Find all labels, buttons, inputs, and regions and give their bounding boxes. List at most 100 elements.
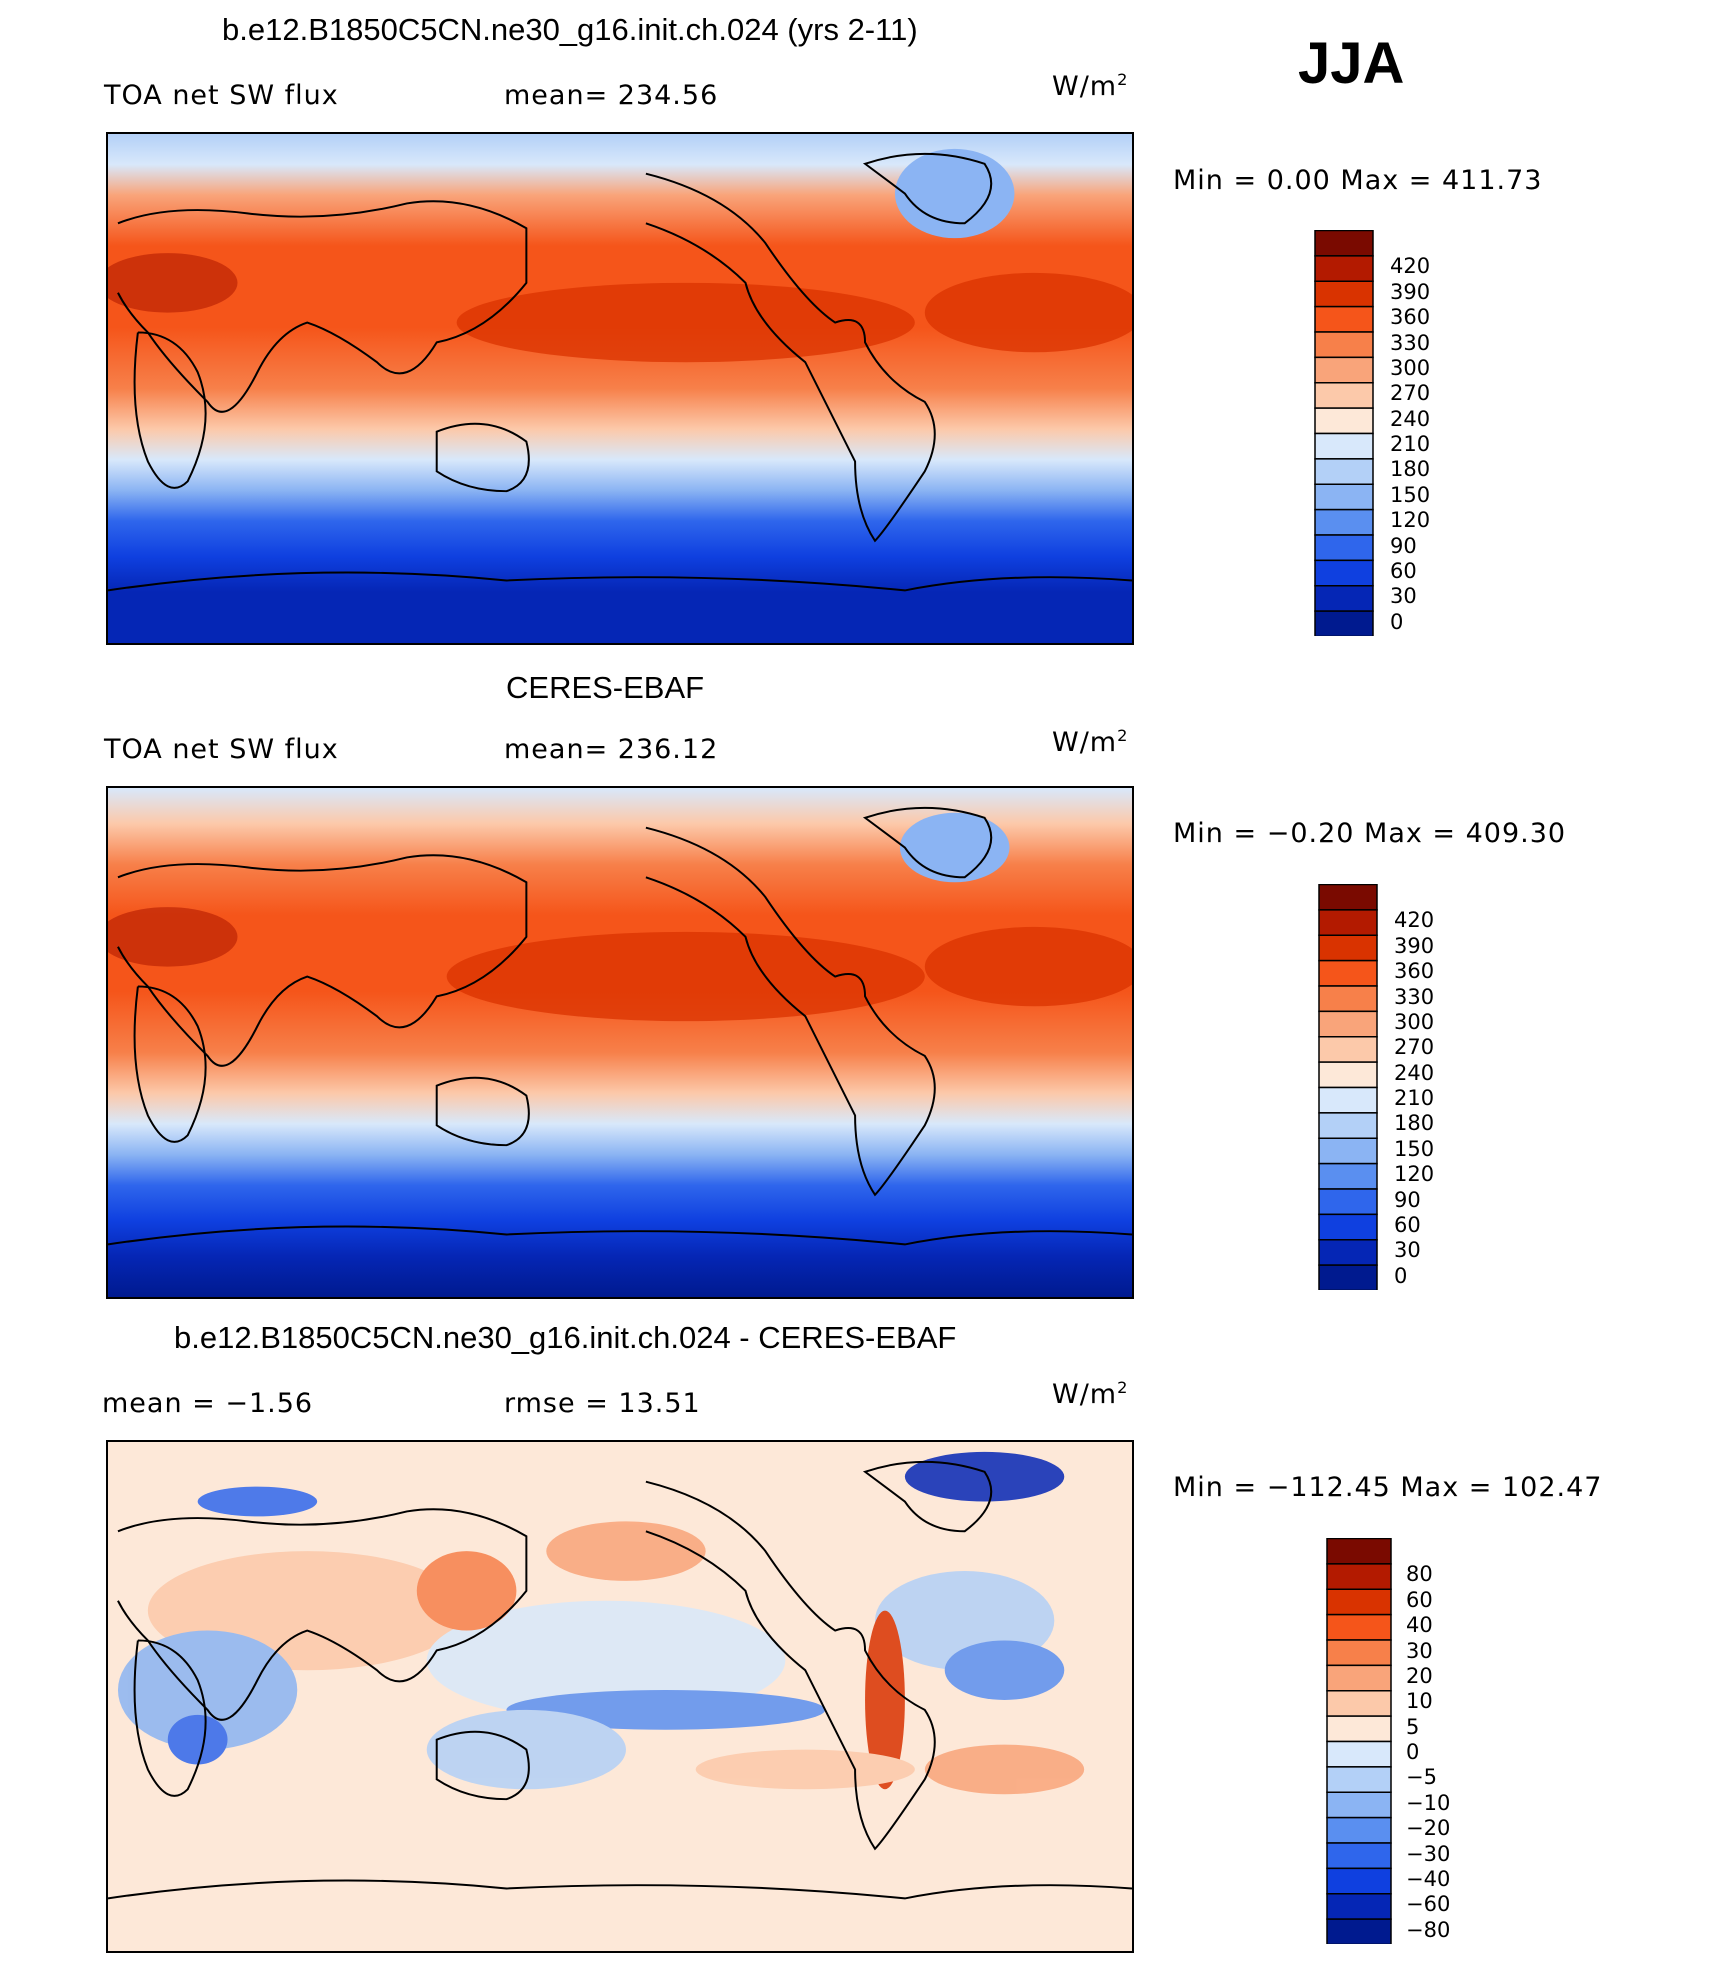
colorbar-swatch	[1326, 1613, 1392, 1641]
colorbar-tick-label: 90	[1394, 1187, 1421, 1212]
colorbar-swatch	[1326, 1893, 1392, 1920]
colorbar-swatch	[1318, 985, 1378, 1013]
colorbar-swatch	[1314, 508, 1374, 536]
colorbar-swatch	[1314, 610, 1374, 638]
colorbar-swatch	[1326, 1816, 1392, 1844]
colorbar-tick-label: 60	[1406, 1587, 1433, 1612]
panel3-units: W/m2	[1052, 1378, 1129, 1410]
panel2-variable-label: TOA net SW flux	[104, 734, 339, 765]
colorbar-swatch	[1318, 934, 1378, 962]
colorbar-tick-label: 30	[1406, 1638, 1433, 1663]
colorbar-tick-label: 240	[1394, 1060, 1435, 1085]
colorbar-swatch	[1314, 382, 1374, 409]
colorbar-swatch	[1318, 1112, 1378, 1139]
panel3-map-field	[108, 1442, 1132, 1951]
colorbar-swatch	[1326, 1690, 1392, 1717]
colorbar-swatch	[1314, 483, 1374, 511]
colorbar-swatch	[1314, 407, 1374, 435]
colorbar-swatch	[1326, 1867, 1392, 1895]
panel1-units: W/m2	[1052, 70, 1129, 102]
colorbar-swatch	[1314, 559, 1374, 587]
colorbar-tick-label: 240	[1390, 406, 1431, 431]
panel1-title: b.e12.B1850C5CN.ne30_g16.init.ch.024 (yr…	[222, 12, 918, 47]
colorbar-tick-label: 420	[1390, 254, 1431, 279]
panel3-rmse-label: rmse = 13.51	[504, 1388, 701, 1419]
colorbar-tick-label: 0	[1390, 609, 1404, 634]
colorbar-swatch	[1318, 1188, 1378, 1216]
colorbar-tick-label: 0	[1406, 1740, 1420, 1764]
colorbar-tick-label: 330	[1394, 984, 1435, 1009]
panel1-variable-label: TOA net SW flux	[104, 80, 339, 111]
colorbar-tick-label: 60	[1390, 558, 1417, 583]
colorbar-swatch	[1314, 585, 1374, 612]
colorbar-tick-label: 180	[1394, 1111, 1435, 1136]
colorbar-swatch	[1314, 534, 1374, 562]
panel3-colorbar-swatches	[1326, 1537, 1392, 1946]
colorbar-tick-label: 210	[1390, 432, 1431, 456]
colorbar-tick-label: −60	[1406, 1892, 1451, 1917]
colorbar-swatch	[1326, 1537, 1392, 1565]
panel2-map	[106, 786, 1134, 1299]
colorbar-tick-label: 390	[1394, 933, 1435, 958]
panel1-minmax: Min = 0.00 Max = 411.73	[1173, 165, 1543, 196]
colorbar-swatch	[1326, 1563, 1392, 1590]
colorbar-tick-label: −40	[1406, 1866, 1451, 1891]
colorbar-tick-label: 10	[1406, 1689, 1433, 1714]
colorbar-tick-label: 150	[1390, 482, 1431, 507]
colorbar-swatch	[1318, 1239, 1378, 1266]
colorbar-tick-label: −30	[1406, 1841, 1451, 1866]
panel2-colorbar-swatches	[1318, 883, 1378, 1292]
colorbar-tick-label: 360	[1390, 305, 1431, 330]
colorbar-swatch	[1318, 1264, 1378, 1292]
colorbar-swatch	[1326, 1791, 1392, 1819]
colorbar-swatch	[1314, 229, 1374, 257]
colorbar-swatch	[1314, 280, 1374, 308]
colorbar-swatch	[1326, 1639, 1392, 1667]
colorbar-swatch	[1326, 1918, 1392, 1946]
colorbar-swatch	[1318, 1137, 1378, 1165]
colorbar-swatch	[1318, 1036, 1378, 1063]
colorbar-tick-label: 60	[1394, 1212, 1421, 1237]
colorbar-tick-label: 150	[1394, 1136, 1435, 1161]
colorbar-swatch	[1314, 458, 1374, 485]
colorbar-swatch	[1318, 883, 1378, 911]
colorbar-swatch	[1326, 1664, 1392, 1692]
panel2-units: W/m2	[1052, 726, 1129, 758]
colorbar-swatch	[1318, 1162, 1378, 1190]
colorbar-swatch	[1318, 1010, 1378, 1038]
colorbar-swatch	[1314, 432, 1374, 460]
colorbar-tick-label: 270	[1394, 1035, 1435, 1060]
colorbar-tick-label: 300	[1390, 355, 1431, 380]
panel3-colorbar	[1326, 1537, 1392, 1949]
colorbar-tick-label: 0	[1394, 1263, 1408, 1288]
colorbar-tick-label: 5	[1406, 1714, 1420, 1739]
panel3-map	[106, 1440, 1134, 1953]
colorbar-swatch	[1326, 1715, 1392, 1743]
colorbar-swatch	[1318, 1213, 1378, 1241]
colorbar-swatch	[1326, 1588, 1392, 1616]
colorbar-swatch	[1326, 1740, 1392, 1768]
panel1-colorbar	[1314, 229, 1374, 641]
panel1-map	[106, 132, 1134, 645]
colorbar-tick-label: 210	[1394, 1086, 1435, 1110]
colorbar-tick-label: 80	[1406, 1562, 1433, 1587]
panel1-colorbar-swatches	[1314, 229, 1374, 638]
panel1-mean-label: mean= 234.56	[504, 80, 719, 111]
colorbar-swatch	[1326, 1842, 1392, 1870]
colorbar-tick-label: −20	[1406, 1816, 1451, 1841]
colorbar-tick-label: 360	[1394, 959, 1435, 984]
colorbar-tick-label: 40	[1406, 1613, 1433, 1638]
colorbar-tick-label: 90	[1390, 533, 1417, 558]
colorbar-swatch	[1326, 1766, 1392, 1793]
colorbar-tick-label: 270	[1390, 381, 1431, 406]
panel2-map-field	[108, 788, 1132, 1297]
panel3-mean-label: mean = −1.56	[102, 1388, 314, 1419]
colorbar-tick-label: 120	[1394, 1162, 1435, 1187]
colorbar-swatch	[1318, 959, 1378, 987]
colorbar-swatch	[1318, 909, 1378, 936]
colorbar-tick-label: 300	[1394, 1009, 1435, 1034]
colorbar-swatch	[1318, 1061, 1378, 1089]
colorbar-tick-label: 390	[1390, 279, 1431, 304]
colorbar-tick-label: −10	[1406, 1790, 1451, 1815]
colorbar-swatch	[1318, 1086, 1378, 1114]
